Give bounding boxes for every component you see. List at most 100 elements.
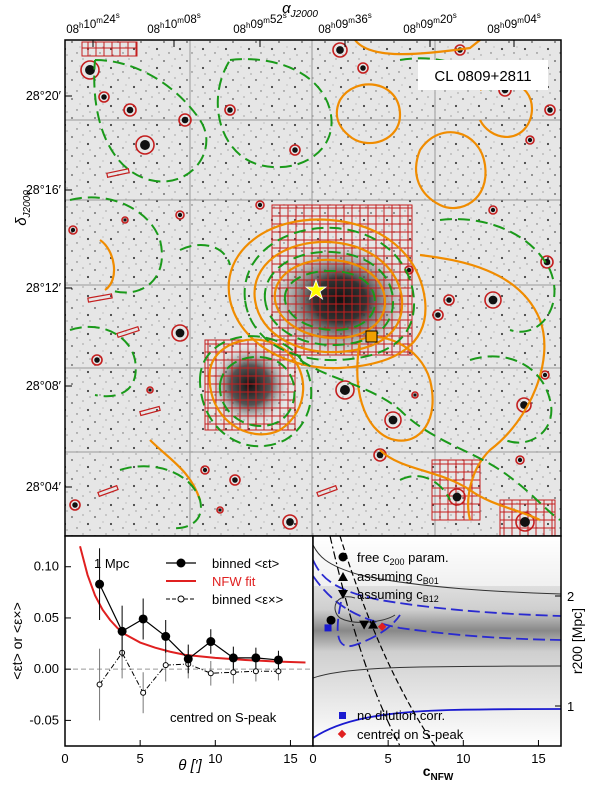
bright-star: [520, 517, 530, 527]
shear-xtick-label: 15: [283, 751, 297, 766]
bright-star: [488, 295, 498, 305]
bright-star: [376, 451, 384, 459]
ex-point: [275, 668, 282, 675]
legend-nodil: no dilution corr.: [357, 708, 445, 723]
legend-nfw: NFW fit: [212, 574, 256, 589]
et-point: [251, 653, 261, 663]
legend-marker-free: [338, 552, 348, 562]
ra-tick-label: 08h10m08s: [147, 11, 201, 36]
star-mask-circle: [357, 62, 369, 74]
shear-note: centred on S-peak: [170, 710, 277, 725]
star-mask-circle: [216, 506, 224, 514]
bright-star: [101, 94, 107, 100]
ex-point: [96, 681, 103, 688]
shear-xtick-label: 5: [137, 751, 144, 766]
no-dilution-point: [324, 624, 332, 632]
cluster-label: CL 0809+2811: [434, 68, 531, 85]
dec-tick-label: 28°16′: [26, 183, 62, 197]
s-peak-point: [377, 622, 387, 632]
star-mask-circle: [540, 255, 554, 269]
bright-star: [517, 457, 523, 463]
shear-xtick-label: 0: [61, 751, 68, 766]
shear-ytick-label: 0.00: [34, 661, 59, 676]
mass-legend: free c200 param. assuming cB01 assuming …: [337, 550, 464, 742]
dec-tick-label: 28°08′: [26, 379, 62, 393]
bright-star: [232, 477, 238, 483]
legend-marker-speak: [337, 729, 347, 739]
bright-star: [360, 65, 366, 71]
ra-axis-label: αJ2000: [282, 0, 318, 20]
bright-star: [406, 267, 412, 273]
ex-point: [207, 670, 214, 677]
free-c200-point: [326, 615, 336, 625]
star-mask-circle: [229, 474, 241, 486]
shear-ytick-label: 0.10: [34, 559, 59, 574]
dec-tick-label: 28°20′: [26, 89, 62, 103]
star-mask-circle: [332, 42, 348, 58]
bright-star: [286, 518, 294, 526]
cB01-point: [368, 619, 379, 629]
mass-xtick-label: 5: [385, 751, 392, 766]
shear-xtick-label: 10: [208, 751, 222, 766]
bright-star: [202, 467, 208, 473]
dec-tick-label: 28°04′: [26, 480, 62, 494]
star-mask-circle: [484, 291, 502, 309]
legend-speak: centred on S-peak: [357, 727, 464, 742]
bright-star: [148, 388, 152, 392]
legend-b01: assuming cB01: [357, 569, 439, 586]
et-point: [138, 614, 148, 624]
bright-star: [181, 116, 189, 124]
shear-ytick-label: 0.05: [34, 610, 59, 625]
star-mask-circle: [525, 135, 535, 145]
mass-ytick-label: 1: [567, 699, 574, 714]
star-mask-circle: [98, 91, 110, 103]
ex-point: [230, 669, 237, 676]
star-mask-circle: [123, 103, 137, 117]
ex-point: [140, 689, 147, 696]
star-mask-circle: [171, 324, 189, 342]
ra-tick-label: 08h09m52s: [233, 11, 287, 36]
cluster-label-box: [418, 60, 548, 90]
green-contours: [69, 57, 561, 530]
star-mask-circle: [175, 210, 185, 220]
dec-tick-label: 28°12′: [26, 281, 62, 295]
bright-star: [452, 492, 462, 502]
bright-star: [85, 65, 95, 75]
star-mask-circle: [200, 465, 210, 475]
star-mask-circle: [289, 144, 301, 156]
star-mask-circle: [68, 225, 78, 235]
sky-image-panel: CL 0809+2811 αJ2000 08h10m24s 08h10m08s 08…: [13, 0, 562, 537]
star-mask-circle: [69, 499, 81, 511]
ex-point: [252, 668, 259, 675]
mass-concentration-panel: 0 5 10 15 1 2 cNFW r200 [Mpc] free c200 param…: [309, 535, 585, 783]
bright-star: [542, 372, 548, 378]
star-mask-circle: [178, 113, 192, 127]
scale-label: 1 Mpc: [94, 556, 130, 571]
bright-star: [94, 357, 100, 363]
dec-axis: δJ2000 28°20′ 28°16′ 28°12′ 28°08′ 28°04′: [13, 89, 72, 494]
star-mask-circle: [282, 514, 298, 530]
et-point: [95, 579, 105, 589]
shear-profile-panel: 0 5 10 15 -0.05 0.00 0.05 0.10 θ [′] <εt> or <ε…: [9, 535, 314, 774]
star-mask-circle: [224, 104, 236, 116]
legend-marker-nodil: [339, 712, 346, 719]
bright-star: [446, 297, 452, 303]
ra-axis: αJ2000 08h10m24s 08h10m08s 08h09m52s 08h09m…: [66, 0, 541, 47]
ra-tick-label: 08h10m24s: [66, 11, 120, 36]
star-mask-circle: [443, 294, 455, 306]
star-mask-circle: [544, 104, 556, 116]
bright-star: [413, 393, 417, 397]
et-point: [228, 653, 238, 663]
likelihood-contours: [313, 544, 561, 739]
legend-et: binned <εt>: [212, 556, 279, 571]
bright-star: [257, 202, 263, 208]
mass-panel-frame: [312, 535, 562, 747]
star-mask-circle: [488, 205, 498, 215]
shear-xlabel: θ [′]: [178, 757, 202, 774]
bright-star: [336, 46, 344, 54]
et-point: [183, 654, 193, 664]
bright-star: [123, 218, 127, 222]
bright-star: [435, 312, 441, 318]
star-mask-circle: [121, 216, 129, 224]
